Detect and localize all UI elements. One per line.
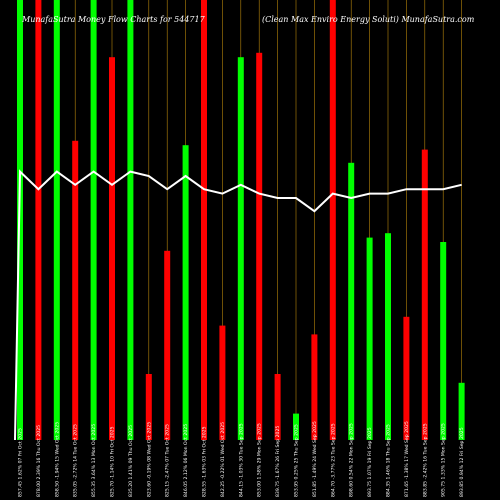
x-tick-label: 853.00 1.58% 29 Mon Sep 2025: [257, 423, 263, 497]
bar-down: [145, 374, 152, 440]
x-tick-label: 839.75 -1.67% 26 Fri Sep 2025: [275, 426, 281, 497]
x-tick-label: 878.00 2.39% 16 Thu Oct 2025: [36, 425, 42, 497]
bar-down: [311, 334, 318, 440]
bar-up: [182, 145, 189, 440]
bar-up: [348, 162, 355, 441]
bar-down: [256, 52, 263, 441]
bar-down: [403, 316, 410, 440]
chart-title-right: (Clean Max Enviro Energy Soluti) MunafaS…: [262, 15, 475, 24]
bar-down: [219, 325, 226, 440]
bar-down: [201, 0, 207, 440]
x-tick-label: 883.85 -2.42% 16 Tue Sep 2025: [422, 423, 428, 497]
bar-down: [72, 140, 79, 441]
bar-down: [274, 374, 281, 440]
bar-up: [53, 0, 60, 440]
x-tick-label: 835.05 -2.72% 14 Tue Oct 2025: [73, 424, 79, 497]
bar-up: [440, 242, 447, 440]
x-tick-labels: 857.45 1.62% 07 Fri Oct 2025 878.00 2.39%…: [18, 421, 466, 497]
x-tick-label: 828.55 -1.63% 03 Fri Oct 2025: [202, 426, 208, 497]
x-tick-label: 864.70 -3.77% 23 Tue Sep 2025: [330, 423, 336, 497]
x-tick-label: 905.75 1.33% 15 Mon Sep 2025: [441, 423, 447, 497]
x-tick-label: 853.95 0.25% 25 Thu Sep 2025: [294, 424, 300, 497]
bar-up: [293, 413, 299, 440]
chart-title-left: MunafaSutra Money Flow Charts for 544717: [21, 15, 206, 24]
bar-down: [109, 57, 115, 440]
x-tick-label: 835.20 1.41% 09 Thu Oct 2025: [128, 425, 134, 497]
bar-down: [421, 149, 428, 440]
line-series: [14, 169, 462, 441]
bar-up: [385, 233, 391, 440]
money-flow-line: [14, 169, 462, 441]
x-tick-label: 871.65 -1.38% 17 Wed Sep 2025: [404, 421, 410, 497]
x-tick-label: 855.35 3.64% 13 Mon Oct 2025: [91, 424, 97, 497]
x-tick-label: 842.25 -0.22% 01 Wed Oct 2025: [220, 422, 226, 497]
x-tick-label: 898.60 0.54% 22 Mon Sep 2025: [349, 423, 355, 497]
bar-up: [458, 382, 465, 440]
x-tick-label: 893.85 0.94% 12 Fri Sep 2025: [459, 427, 465, 497]
x-tick-label: 823.60 -0.19% 08 Wed Oct 2025: [146, 422, 152, 497]
x-tick-label: 857.45 1.62% 07 Fri Oct 2025: [18, 428, 24, 497]
x-tick-label: 884.35 1.46% 18 Thu Sep 2025: [386, 424, 392, 497]
bar-down: [164, 250, 171, 440]
bar-down: [35, 0, 42, 440]
x-tick-label: 893.75 1.07% 19 Fri Sep 2025: [367, 427, 373, 497]
bar-up: [237, 57, 244, 440]
x-tick-label: 825.15 -2.47% 07 Tue Oct 2025: [165, 424, 171, 497]
bar-up: [90, 0, 97, 440]
x-tick-label: 844.15 -1.03% 30 Tue Sep 2025: [238, 423, 244, 497]
bar-up: [127, 0, 134, 440]
x-tick-label: 846.05 2.12% 06 Mon Oct 2025: [183, 424, 189, 497]
x-tick-label: 825.70 -1.14% 10 Fri Oct 2025: [110, 426, 116, 497]
bar-down: [329, 0, 336, 440]
bar-up: [366, 237, 373, 440]
x-tick-label: 858.50 -1.94% 15 Wed Oct 2025: [54, 422, 60, 497]
x-tick-label: 851.85 -1.49% 24 Wed Sep 2025: [312, 421, 318, 497]
